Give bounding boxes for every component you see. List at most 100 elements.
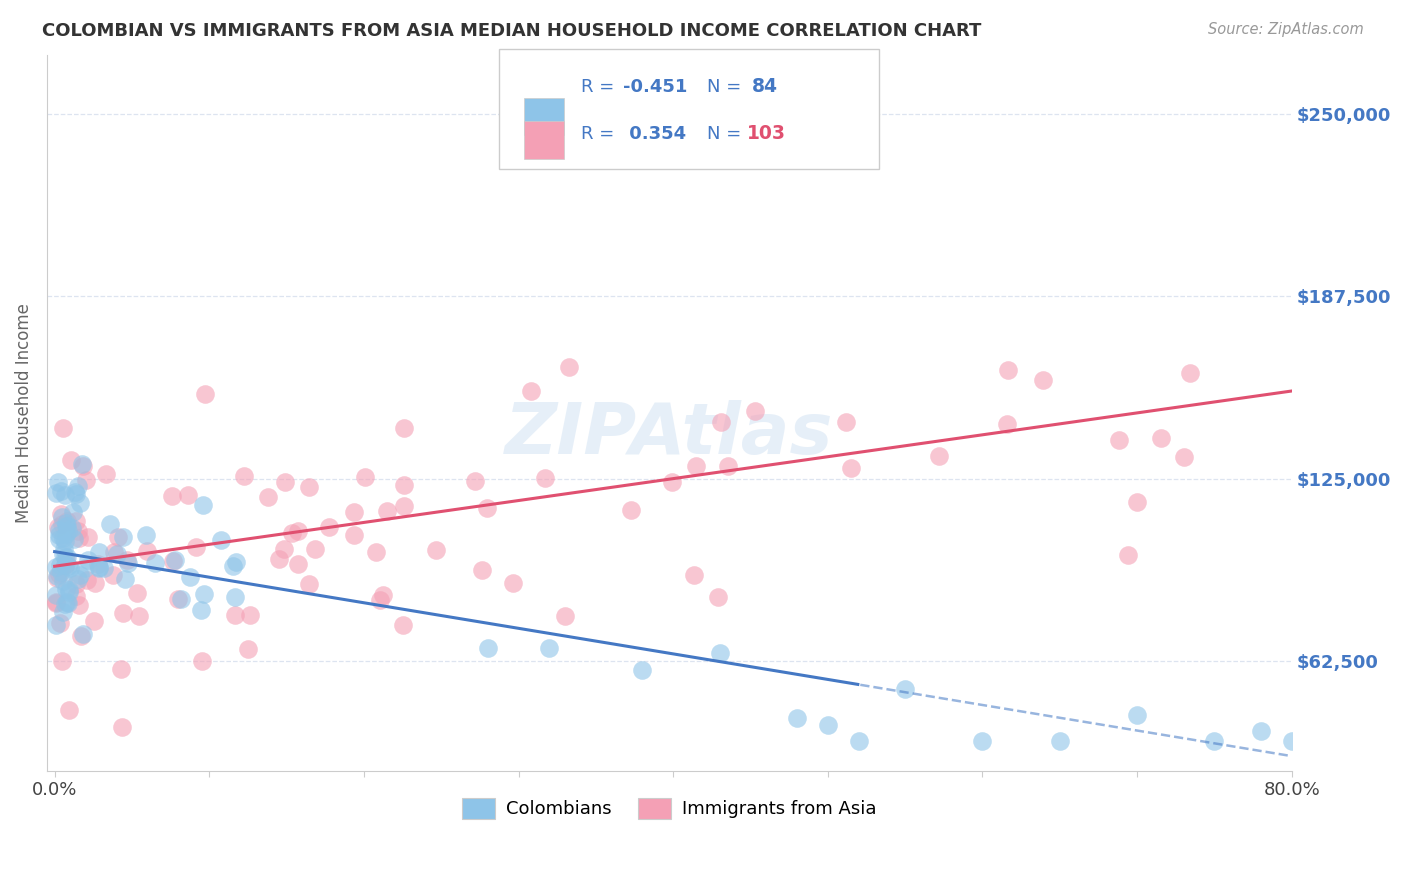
- Point: [77, 552, 100, 566]
- Point: [287, 524, 309, 538]
- Point: [53, 558, 76, 573]
- Point: [55, 516, 77, 531]
- Point: [534, 471, 557, 485]
- Point: [48, 523, 70, 537]
- Point: [46, 520, 69, 534]
- Point: [117, 556, 139, 570]
- Legend: Colombians, Immigrants from Asia: Colombians, Immigrants from Asia: [456, 791, 883, 826]
- Point: [661, 475, 683, 490]
- Point: [707, 591, 730, 605]
- Point: [52, 547, 75, 561]
- Point: [87, 545, 110, 559]
- Point: [52, 531, 75, 545]
- Point: [717, 458, 740, 473]
- Text: N =: N =: [707, 78, 747, 95]
- Point: [298, 480, 321, 494]
- Point: [1178, 366, 1201, 380]
- Point: [170, 592, 193, 607]
- Point: [163, 553, 186, 567]
- Point: [55, 526, 77, 541]
- Point: [45, 596, 67, 610]
- Point: [58, 583, 80, 598]
- Text: -0.451: -0.451: [623, 78, 688, 95]
- Point: [56, 519, 79, 533]
- Point: [87, 560, 110, 574]
- Point: [65, 514, 87, 528]
- Point: [59, 453, 82, 467]
- Point: [69, 567, 91, 582]
- Point: [63, 532, 86, 546]
- Point: [69, 496, 91, 510]
- Point: [111, 720, 134, 734]
- Point: [73, 561, 96, 575]
- Point: [70, 457, 93, 471]
- Point: [67, 531, 90, 545]
- Point: [53, 558, 76, 573]
- Point: [67, 572, 90, 586]
- Point: [558, 360, 581, 375]
- Point: [52, 605, 75, 619]
- Point: [48, 567, 70, 582]
- Point: [817, 718, 839, 732]
- Point: [48, 532, 70, 546]
- Point: [1126, 708, 1149, 723]
- Point: [1108, 433, 1130, 447]
- Point: [1032, 373, 1054, 387]
- Point: [59, 561, 82, 575]
- Point: [46, 571, 69, 585]
- Point: [55, 582, 77, 596]
- Point: [997, 363, 1019, 377]
- Point: [111, 607, 134, 621]
- Point: [471, 564, 494, 578]
- Point: [224, 591, 246, 605]
- Point: [839, 460, 862, 475]
- Point: [45, 560, 67, 574]
- Point: [84, 576, 107, 591]
- Point: [257, 490, 280, 504]
- Point: [46, 569, 69, 583]
- Point: [375, 504, 398, 518]
- Point: [76, 530, 98, 544]
- Point: [709, 646, 731, 660]
- Point: [364, 544, 387, 558]
- Point: [49, 616, 72, 631]
- Point: [554, 609, 576, 624]
- Point: [89, 560, 111, 574]
- Point: [52, 574, 75, 588]
- Point: [620, 502, 643, 516]
- Point: [51, 654, 73, 668]
- Point: [98, 517, 121, 532]
- Point: [58, 585, 80, 599]
- Point: [45, 595, 67, 609]
- Point: [45, 617, 67, 632]
- Point: [65, 576, 87, 591]
- Point: [56, 596, 79, 610]
- Point: [392, 478, 415, 492]
- Point: [67, 479, 90, 493]
- Point: [135, 527, 157, 541]
- Point: [304, 541, 326, 556]
- Point: [166, 591, 188, 606]
- Point: [274, 475, 297, 490]
- Text: Source: ZipAtlas.com: Source: ZipAtlas.com: [1208, 22, 1364, 37]
- Point: [238, 642, 260, 657]
- Point: [75, 474, 97, 488]
- Point: [1150, 431, 1173, 445]
- Point: [239, 608, 262, 623]
- Point: [58, 524, 80, 538]
- Point: [683, 567, 706, 582]
- Point: [55, 557, 77, 571]
- Point: [972, 734, 994, 748]
- Point: [222, 559, 245, 574]
- Point: [354, 470, 377, 484]
- Y-axis label: Median Household Income: Median Household Income: [15, 303, 32, 523]
- Point: [392, 500, 415, 514]
- Point: [1049, 734, 1071, 748]
- Point: [103, 545, 125, 559]
- Point: [53, 597, 76, 611]
- Point: [67, 524, 90, 539]
- Point: [342, 505, 364, 519]
- Point: [51, 517, 73, 532]
- Point: [49, 558, 72, 572]
- Point: [538, 641, 561, 656]
